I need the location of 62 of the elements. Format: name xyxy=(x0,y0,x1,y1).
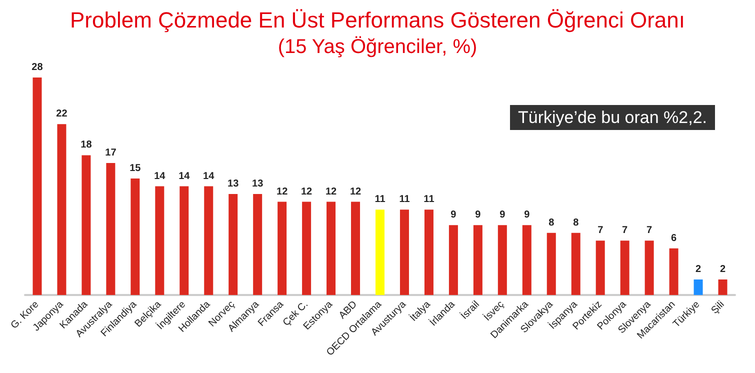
data-label: 17 xyxy=(105,147,117,158)
bar xyxy=(326,202,336,295)
data-label: 8 xyxy=(573,217,580,228)
data-label: 8 xyxy=(548,217,555,228)
bar xyxy=(155,186,164,295)
bar xyxy=(498,225,507,295)
bar xyxy=(376,210,384,295)
chart-title: Problem Çözmede En Üst Performans Gösteren Öğrenci Oranı xyxy=(70,8,686,32)
data-label: 12 xyxy=(350,186,362,198)
data-label: 14 xyxy=(178,170,190,182)
bar xyxy=(669,248,678,295)
data-label: 9 xyxy=(475,210,482,221)
data-label: 12 xyxy=(300,186,313,198)
bar xyxy=(546,232,556,295)
bar xyxy=(424,210,434,295)
data-label: 11 xyxy=(374,194,386,206)
data-label: 7 xyxy=(622,225,628,236)
bar xyxy=(400,210,409,295)
bar xyxy=(351,202,360,295)
bar xyxy=(180,186,189,295)
bar xyxy=(620,240,630,295)
data-label: 6 xyxy=(671,232,678,244)
bar xyxy=(32,78,42,295)
data-label: 2 xyxy=(695,264,702,275)
bar xyxy=(571,232,580,295)
data-label: 18 xyxy=(80,140,92,151)
bar xyxy=(253,194,262,295)
bar xyxy=(278,202,287,295)
data-label: 11 xyxy=(399,194,410,206)
data-label: 11 xyxy=(424,194,435,206)
data-label: 22 xyxy=(56,108,68,120)
bar xyxy=(596,240,605,295)
bar xyxy=(204,186,214,295)
bar xyxy=(82,155,91,295)
bar xyxy=(522,225,532,295)
data-label: 14 xyxy=(154,170,166,182)
bar xyxy=(448,225,458,295)
bar xyxy=(718,279,728,295)
data-label: 28 xyxy=(32,62,44,74)
data-label: 13 xyxy=(228,178,240,190)
bar xyxy=(694,279,703,295)
bar xyxy=(228,194,238,295)
bar xyxy=(302,202,312,295)
annotation: Türkiye’de bu oran %2,2. xyxy=(518,108,708,127)
bar xyxy=(130,178,140,295)
data-label: 14 xyxy=(203,170,215,182)
data-label: 9 xyxy=(450,210,457,221)
data-label: 7 xyxy=(646,225,653,236)
x-tick-label: Şili xyxy=(709,299,727,316)
data-label: 13 xyxy=(252,178,264,190)
data-label: 12 xyxy=(276,186,288,198)
data-label: 2 xyxy=(720,264,726,275)
bar xyxy=(473,225,482,295)
data-label: 9 xyxy=(500,210,506,221)
data-label: 9 xyxy=(524,210,530,221)
bar xyxy=(57,124,66,295)
chart-subtitle: (15 Yaş Öğrenciler, %) xyxy=(278,36,478,58)
bar xyxy=(106,162,116,295)
data-label: 7 xyxy=(598,225,604,236)
data-label: 12 xyxy=(325,186,338,198)
bar xyxy=(644,240,654,295)
data-label: 15 xyxy=(130,163,142,174)
